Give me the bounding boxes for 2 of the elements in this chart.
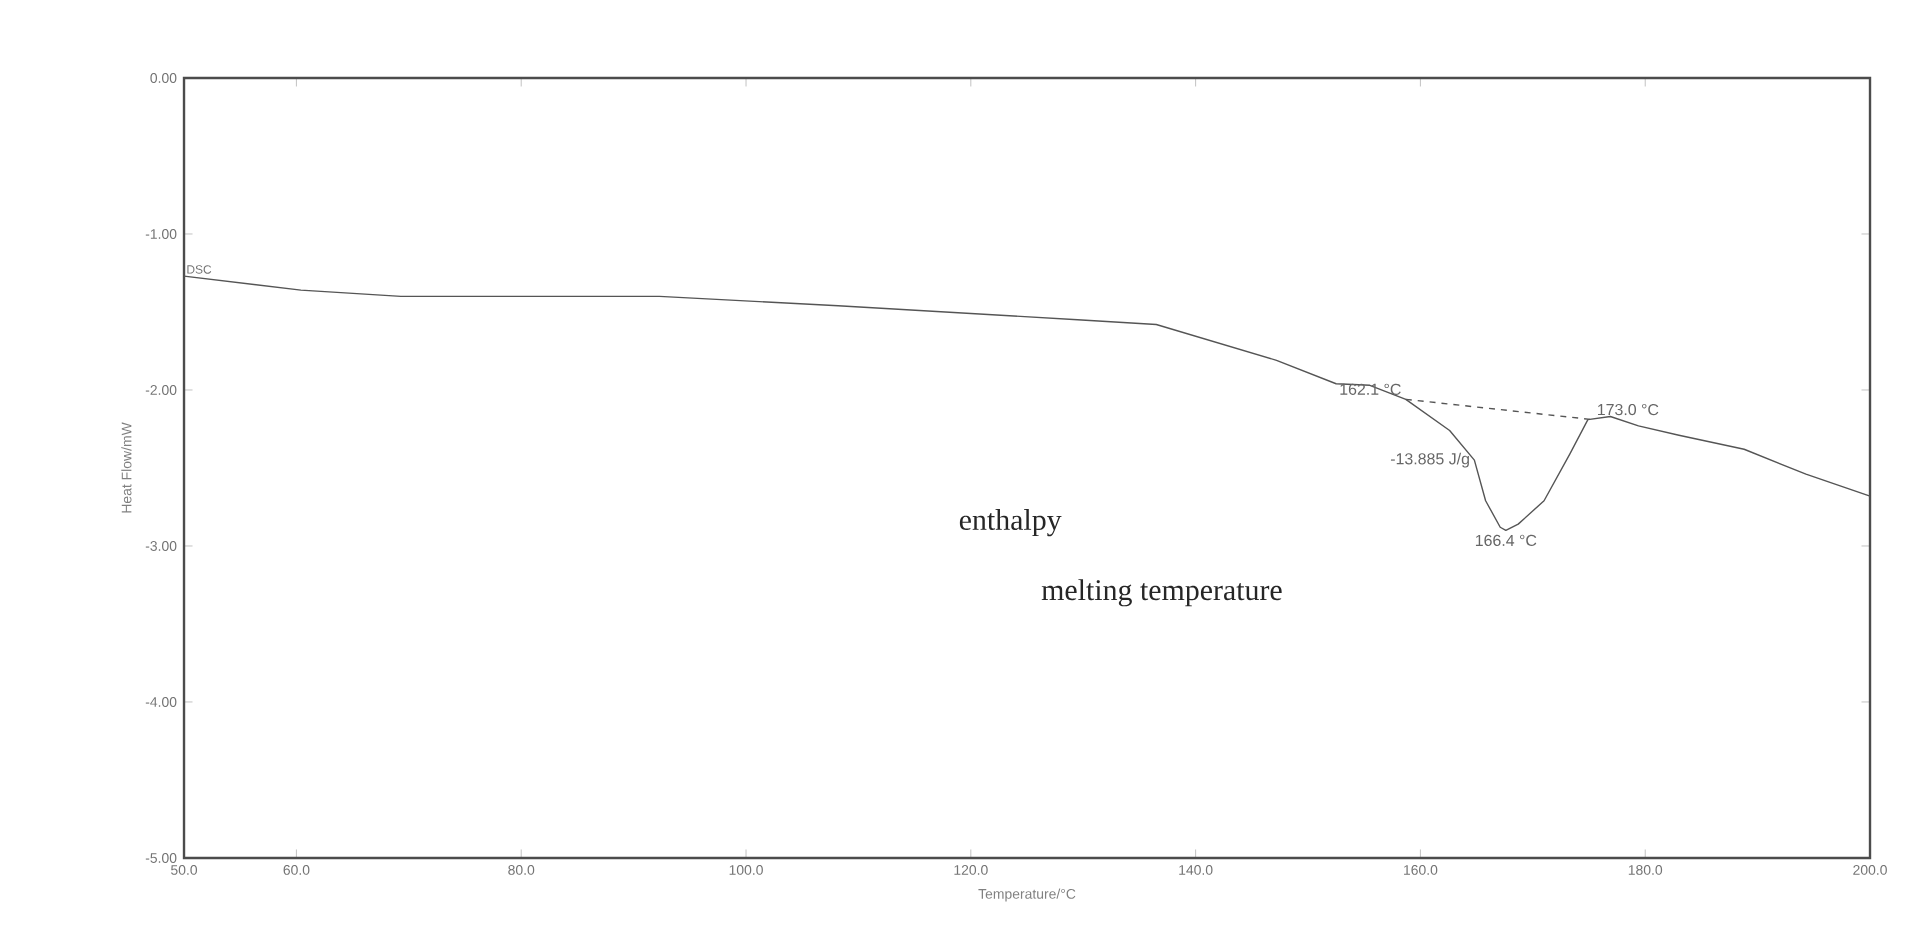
annotation: enthalpy (959, 509, 1062, 537)
annotation: melting temperature (1041, 579, 1282, 607)
